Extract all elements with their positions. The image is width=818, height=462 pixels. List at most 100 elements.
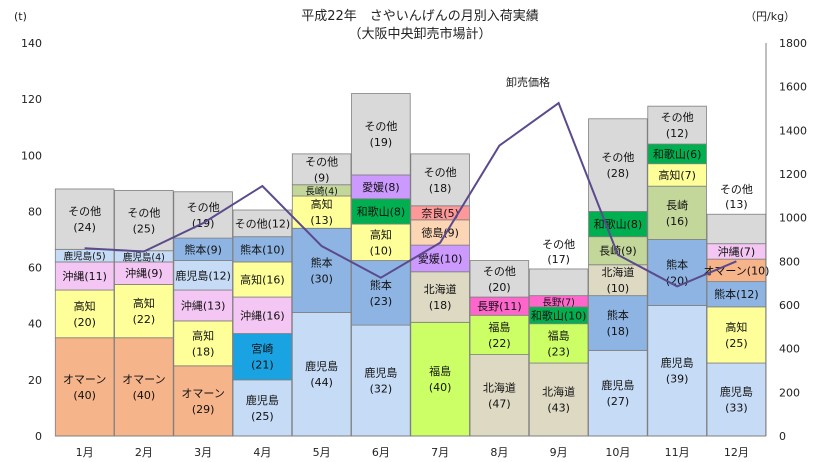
bar-segment [351, 223, 411, 261]
y-right-tick-label: 1400 [779, 124, 807, 137]
segment-label: 熊本 [370, 278, 392, 292]
chart-title: 平成22年 さやいんげんの月別入荷実績 [301, 8, 539, 24]
segment-label: (13) [725, 198, 748, 211]
bar-segment [54, 337, 115, 437]
segment-label: 奈良(5) [421, 206, 459, 220]
segment-label: その他 [68, 205, 101, 218]
y-right-tick-label: 200 [779, 386, 800, 399]
bar-segment [588, 264, 648, 297]
x-tick-label: 1月 [76, 446, 94, 459]
x-tick-label: 12月 [724, 446, 749, 459]
segment-label: 熊本 [607, 308, 629, 322]
segment-label: (24) [73, 221, 96, 234]
bar-segment [528, 323, 589, 364]
segment-label: 高知 [311, 197, 333, 211]
y-right-tick-label: 400 [779, 343, 800, 356]
segment-label: 熊本 [666, 257, 688, 271]
segment-label: 鹿児島(5) [64, 251, 106, 263]
segment-label: (40) [429, 381, 452, 394]
segment-label: 宮崎 [251, 342, 273, 356]
x-tick-label: 9月 [550, 446, 568, 459]
segment-label: その他 [720, 183, 753, 196]
segment-label: 長野(7) [542, 297, 574, 308]
x-tick-label: 6月 [372, 446, 390, 459]
segment-label: (33) [725, 402, 748, 415]
segment-label: (40) [133, 389, 156, 402]
price-line [84, 101, 737, 288]
segment-label: 鹿児島 [601, 378, 634, 392]
bar-segment [706, 306, 767, 364]
segment-label: (32) [370, 383, 393, 396]
segment-label: 沖縄(9) [125, 266, 163, 280]
segment-label: 福島 [548, 328, 570, 342]
price-line-label: 卸売価格 [506, 75, 550, 89]
segment-label: その他 [424, 166, 457, 179]
y-left-tick-label: 40 [28, 318, 42, 331]
segment-label: 長崎 [666, 198, 688, 212]
y-left-tick-label: 140 [21, 37, 42, 50]
segment-label: オマーン [63, 373, 106, 386]
y-left-tick-label: 20 [28, 374, 42, 387]
segment-label: 鹿児島 [364, 366, 397, 380]
segment-label: (19) [370, 136, 393, 149]
segment-label: 高知(7) [658, 168, 696, 182]
bar-segment [54, 188, 115, 250]
segment-label: その他 [187, 201, 220, 214]
bar-segment [706, 362, 767, 437]
bar-segment [647, 105, 707, 145]
segment-label: 長野(11) [477, 300, 522, 313]
segment-label: (16) [666, 215, 689, 228]
segment-label: その他 [305, 155, 338, 168]
bar-segment [706, 281, 767, 308]
segment-label: (29) [192, 403, 215, 416]
bar-segment [173, 260, 233, 291]
segment-label: その他 [601, 151, 634, 164]
bar-segment [588, 295, 648, 351]
bar-segment [588, 349, 648, 437]
bar-segment [291, 195, 352, 229]
segment-label: 鹿児島 [246, 393, 279, 407]
segment-label: 北海道 [601, 265, 634, 279]
segment-label: 鹿児島 [305, 359, 338, 373]
segment-label: オマーン [181, 387, 224, 400]
y-left-tick-label: 120 [21, 93, 42, 106]
y-left-tick-label: 80 [28, 205, 42, 218]
segment-label: 沖縄(11) [62, 269, 107, 283]
x-tick-label: 2月 [135, 446, 153, 459]
bar-segment [528, 362, 589, 437]
segment-label: その他 [661, 111, 694, 124]
segment-label: 北海道 [483, 380, 516, 394]
segment-label: 和歌山(8) [594, 217, 643, 231]
x-tick-label: 5月 [313, 446, 331, 459]
segment-label: 高知 [74, 299, 96, 313]
segment-label: 高知(16) [240, 273, 285, 287]
segment-label: (22) [488, 337, 511, 350]
y-left-unit: (t) [14, 10, 27, 23]
segment-label: (44) [310, 376, 333, 389]
segment-label: (23) [370, 295, 393, 308]
chart-subtitle: （大阪中央卸売市場計） [348, 26, 491, 42]
price-series-line [84, 101, 737, 288]
bar-segment [351, 93, 411, 176]
segment-label: 和歌山(6) [653, 147, 702, 161]
segment-label: 熊本 [311, 255, 333, 269]
segment-label: 愛媛(10) [418, 251, 463, 265]
bars [54, 93, 767, 437]
segment-label: (18) [429, 182, 452, 195]
segment-label: その他 [127, 207, 160, 220]
bar-segment [232, 209, 293, 238]
bar-segment [173, 320, 233, 367]
segment-label: 長崎(9) [599, 244, 637, 258]
bar-segment [528, 268, 589, 297]
x-tick-label: 4月 [253, 446, 271, 459]
bar-segment [351, 324, 411, 437]
segment-label: 熊本(12) [714, 287, 759, 301]
bar-segment [351, 198, 411, 225]
bar-segment [232, 333, 293, 381]
bar-segment [291, 227, 352, 313]
bar-segment [706, 213, 767, 245]
segment-label: 福島 [488, 320, 510, 334]
bar-segment [232, 261, 293, 298]
bar-segment [469, 314, 530, 355]
